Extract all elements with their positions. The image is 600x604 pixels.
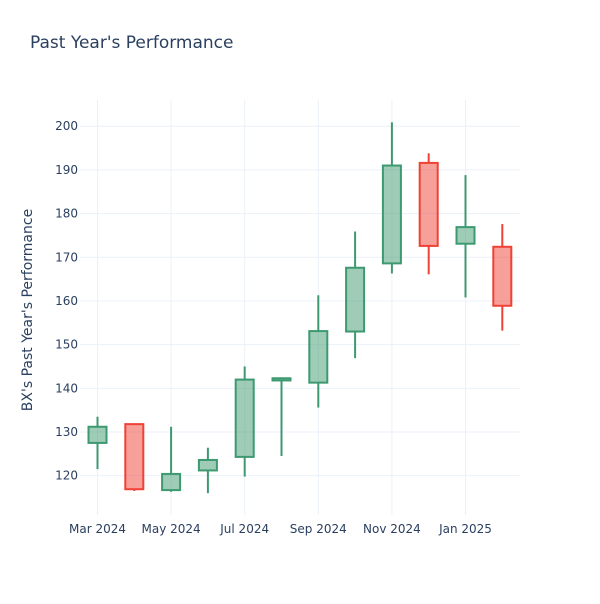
chart-title: Past Year's Performance	[30, 33, 234, 53]
candle-body	[381, 164, 402, 265]
candle-body	[161, 472, 182, 492]
x-tick-label: Jan 2025	[438, 522, 492, 536]
candle-body	[124, 423, 145, 491]
candle-body	[345, 266, 366, 333]
candle-increasing	[271, 377, 292, 457]
candle-increasing	[161, 426, 182, 492]
x-tick-label: Mar 2024	[69, 522, 126, 536]
candle-increasing	[381, 122, 402, 274]
y-tick-label: 200	[55, 119, 78, 133]
candle-increasing	[308, 295, 329, 408]
candle-body	[271, 377, 292, 382]
candle-increasing	[87, 416, 108, 470]
candle-body	[492, 245, 513, 307]
x-tick-label: Sep 2024	[290, 522, 347, 536]
candle-decreasing	[124, 423, 145, 491]
y-axis-label: BX's Past Year's Performance	[20, 209, 36, 411]
candle-increasing	[234, 366, 255, 477]
x-tick-label: Nov 2024	[363, 522, 421, 536]
candle-increasing	[345, 231, 366, 359]
candle-body	[87, 425, 108, 444]
candle-increasing	[197, 447, 218, 494]
y-tick-label: 190	[55, 163, 78, 177]
y-tick-label: 130	[55, 425, 78, 439]
candle-body	[418, 161, 439, 247]
y-tick-label: 180	[55, 207, 78, 221]
grid-lines	[80, 100, 520, 515]
y-tick-label: 140	[55, 381, 78, 395]
candle-body	[234, 378, 255, 458]
y-tick-label: 120	[55, 469, 78, 483]
candle-increasing	[455, 175, 476, 298]
x-axis-ticks: Mar 2024 May 2024 Jul 2024 Sep 2024 Nov 2024…	[69, 522, 492, 536]
y-tick-label: 170	[55, 250, 78, 264]
candle-body	[455, 226, 476, 245]
candles	[87, 122, 513, 494]
x-tick-label: Jul 2024	[219, 522, 269, 536]
y-tick-label: 150	[55, 338, 78, 352]
candle-body	[308, 330, 329, 384]
candle-body	[197, 458, 218, 472]
y-tick-label: 160	[55, 294, 78, 308]
x-tick-label: May 2024	[142, 522, 201, 536]
candle-decreasing	[492, 224, 513, 331]
y-axis-ticks: 120 130 140 150 160 170 180 190 200	[55, 119, 78, 482]
candle-decreasing	[418, 153, 439, 275]
